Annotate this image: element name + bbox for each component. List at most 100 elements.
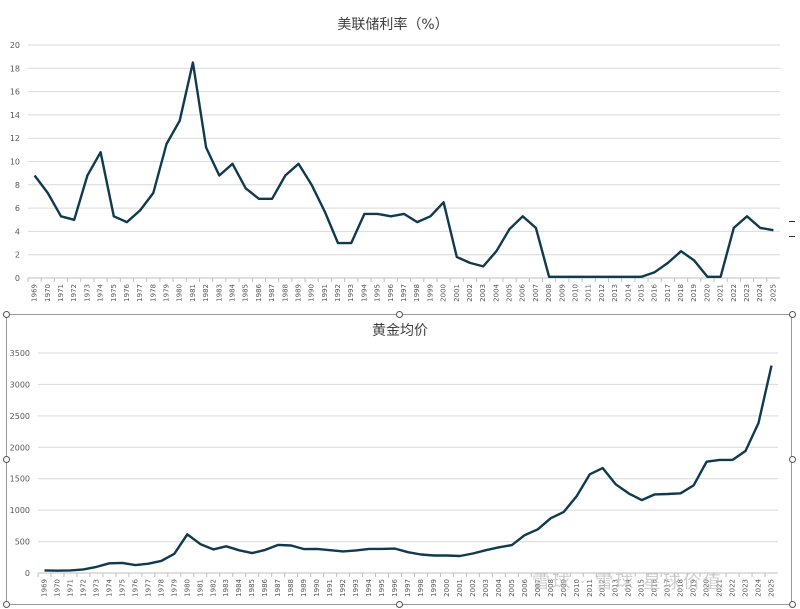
x-tick-label: 2017	[664, 284, 672, 302]
data-point	[639, 497, 645, 503]
x-tick-label: 1977	[136, 284, 144, 302]
x-tick-label: 1987	[268, 284, 276, 302]
x-tick-label: 2002	[466, 284, 474, 302]
x-tick-label: 2004	[495, 578, 503, 596]
resize-handle-right[interactable]	[789, 456, 796, 463]
resize-handle-left[interactable]	[3, 456, 10, 463]
resize-handle-top-right[interactable]	[789, 311, 796, 318]
data-point	[730, 457, 736, 463]
resize-handle-bottom-right[interactable]	[789, 601, 796, 608]
data-point	[184, 531, 190, 537]
x-tick-label: 2007	[532, 284, 540, 302]
x-tick-label: 2022	[729, 579, 737, 597]
data-point	[392, 546, 398, 552]
edge-tick-mark	[789, 221, 795, 222]
data-point	[704, 274, 710, 280]
x-tick-label: 2020	[703, 579, 711, 597]
resize-handle-bottom[interactable]	[396, 601, 403, 608]
x-tick-label: 2006	[521, 578, 529, 596]
data-point	[652, 269, 658, 275]
data-point	[665, 491, 671, 497]
x-tick-label: 1972	[79, 579, 87, 597]
chart-title: 黄金均价	[372, 322, 428, 339]
data-point	[58, 213, 64, 219]
fed-rate-chart-panel[interactable]: 美联储利率（%） 0 2 4 6 8 10 12 14 16 18 20 1969 1970 1971 1…	[0, 0, 800, 306]
data-point	[743, 448, 749, 454]
data-point	[665, 260, 671, 266]
data-point	[119, 560, 125, 566]
data-point	[533, 225, 539, 231]
x-tick-label: 2000	[440, 284, 448, 302]
data-point	[522, 532, 528, 538]
data-point	[84, 172, 90, 178]
x-tick-label: 1973	[92, 579, 100, 597]
resize-handle-top-left[interactable]	[3, 311, 10, 318]
x-tick-label: 1989	[294, 284, 302, 302]
x-tick-label: 1992	[339, 579, 347, 597]
data-point	[652, 491, 658, 497]
data-point	[322, 209, 328, 215]
data-point	[612, 274, 618, 280]
x-tick-label: 1984	[235, 578, 243, 596]
data-point	[67, 567, 73, 573]
x-tick-label: 1974	[97, 283, 105, 301]
data-point	[520, 213, 526, 219]
data-point	[106, 560, 112, 566]
data-point	[223, 543, 229, 549]
data-point	[236, 547, 242, 553]
data-point	[388, 213, 394, 219]
data-point	[145, 561, 151, 567]
x-tick-label: 2008	[545, 284, 553, 302]
y-tick-label: 14	[10, 111, 20, 120]
x-tick-label: 1981	[196, 579, 204, 597]
data-point	[177, 118, 183, 124]
data-point	[718, 274, 724, 280]
x-tick-label: 2018	[677, 284, 685, 302]
resize-handle-top[interactable]	[396, 311, 403, 318]
x-tick-label: 2002	[469, 579, 477, 597]
y-tick-label: 4	[15, 227, 20, 236]
x-tick-label: 2025	[768, 579, 776, 597]
data-point	[625, 274, 631, 280]
x-tick-label: 1976	[131, 578, 139, 596]
x-tick-label: 2003	[479, 284, 487, 302]
watermark: 雪球 · 雪球·星球价值	[532, 572, 723, 593]
x-tick-label: 2011	[585, 284, 593, 302]
x-tick-label: 1995	[378, 579, 386, 597]
data-point	[401, 211, 407, 217]
data-point	[124, 219, 130, 225]
x-tick-label: 2014	[624, 283, 632, 301]
x-tick-label: 2007	[534, 579, 542, 597]
fed-rate-chart: 美联储利率（%） 0 2 4 6 8 10 12 14 16 18 20 1969 1970 1971 1…	[10, 16, 780, 302]
data-point	[309, 182, 315, 188]
x-tick-label: 1998	[413, 284, 421, 302]
gold-price-chart-panel[interactable]: 黄金均价 0 500 1000 1500 2000 2500 3000 3500 1969 19…	[0, 306, 800, 609]
x-tick-label: 2016	[651, 283, 659, 301]
x-tick-label: 1977	[144, 579, 152, 597]
x-tick-label: 1988	[281, 284, 289, 302]
x-tick-label: 2004	[492, 283, 500, 301]
x-tick-label: 1986	[261, 578, 269, 596]
x-tick-label: 1972	[70, 284, 78, 302]
x-tick-label: 2015	[637, 284, 645, 302]
data-point	[98, 149, 104, 155]
x-tick-label: 2019	[690, 579, 698, 597]
data-point	[353, 547, 359, 553]
x-tick-label: 1973	[83, 284, 91, 302]
y-tick-label: 18	[10, 64, 20, 73]
data-point	[171, 551, 177, 557]
resize-handle-bottom-left[interactable]	[3, 601, 10, 608]
x-tick-label: 2020	[703, 284, 711, 302]
x-tick-label: 1993	[347, 284, 355, 302]
data-point	[467, 260, 473, 266]
x-tick-label: 2006	[519, 283, 527, 301]
x-tick-label: 1994	[365, 578, 373, 596]
x-tick-label: 1997	[400, 284, 408, 302]
data-point	[493, 248, 499, 254]
y-tick-label: 0	[25, 569, 30, 578]
x-tick-label: 2024	[756, 283, 764, 301]
data-point	[691, 258, 697, 264]
data-point	[137, 207, 143, 213]
x-tick-label: 1982	[209, 579, 217, 597]
data-point	[507, 226, 513, 232]
